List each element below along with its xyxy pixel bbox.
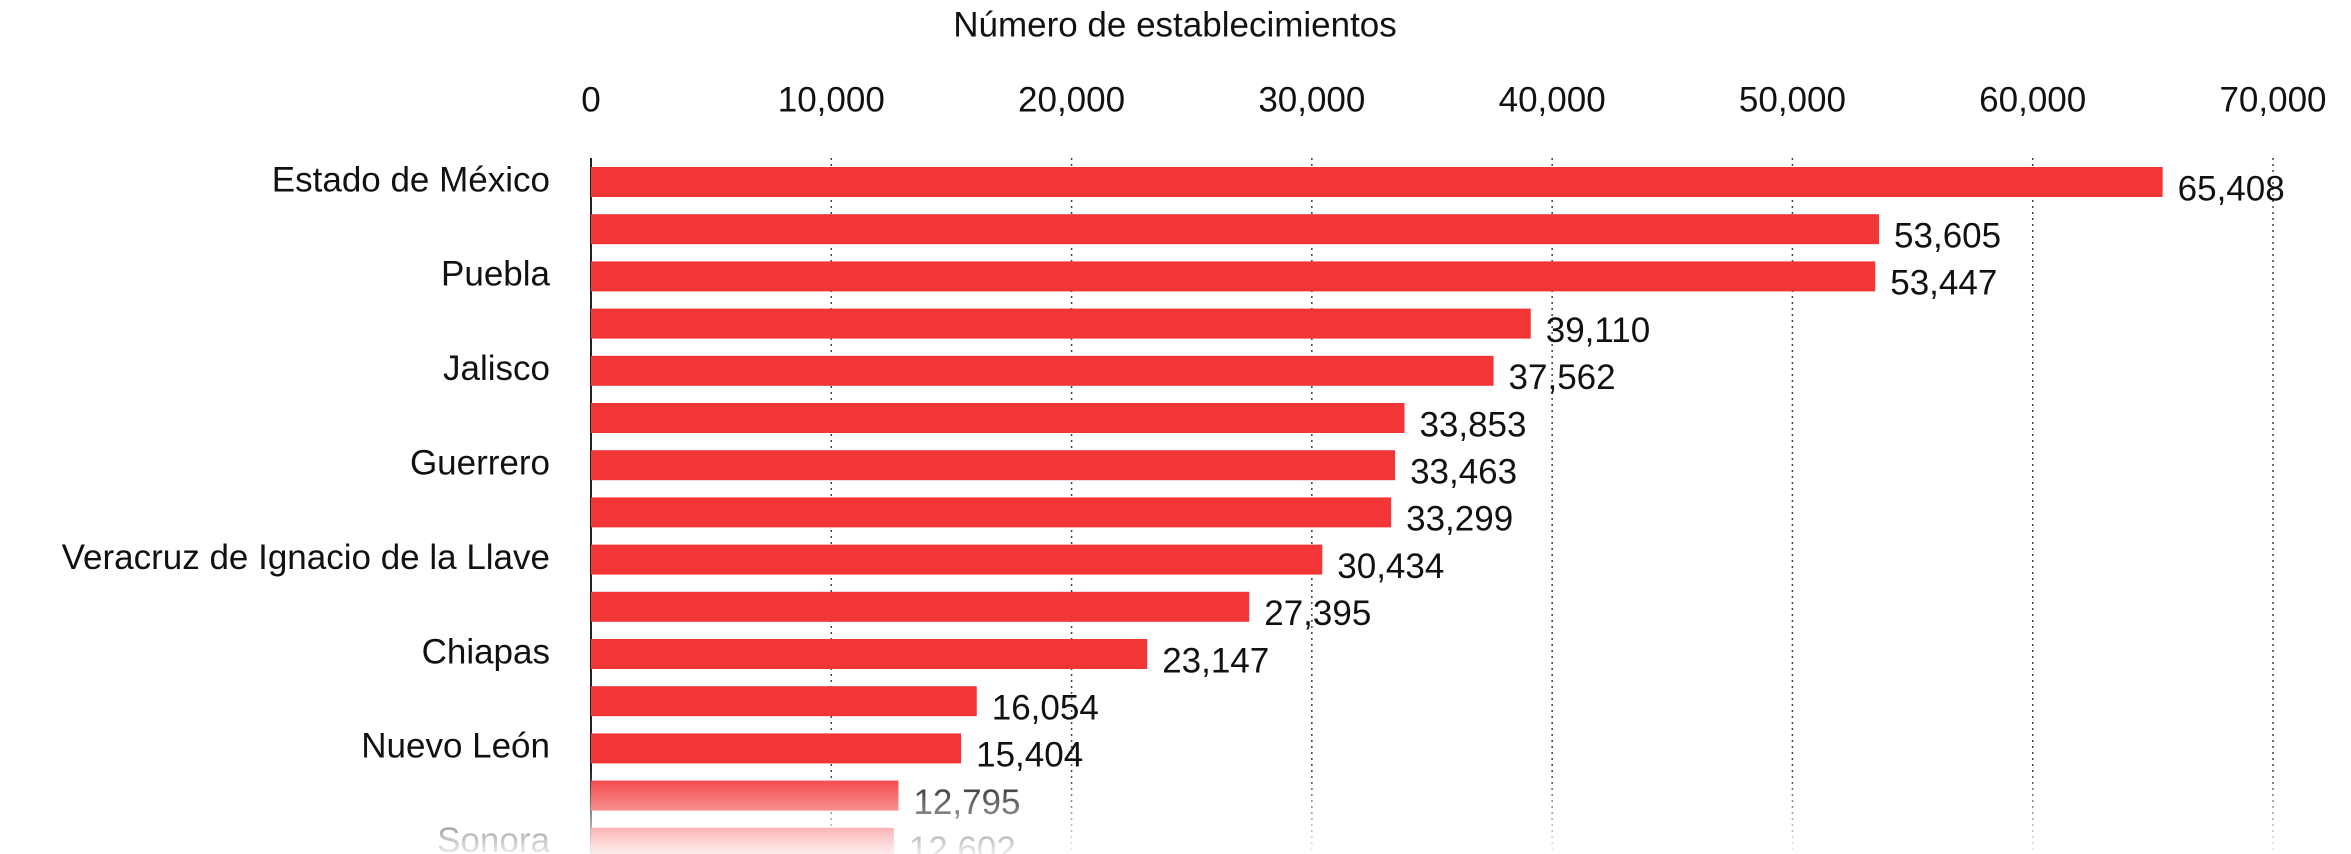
bar — [591, 591, 1250, 622]
y-tick-label: Veracruz de Ignacio de la Llave — [62, 538, 550, 577]
value-label: 15,404 — [976, 736, 1083, 775]
bar — [591, 403, 1405, 433]
bar — [591, 639, 1148, 669]
value-label: 33,463 — [1410, 452, 1517, 491]
value-label: 23,147 — [1162, 641, 1269, 680]
x-tick-label: 30,000 — [1258, 80, 1365, 119]
bar — [591, 733, 962, 764]
bar — [591, 214, 1880, 245]
bar — [591, 167, 2163, 197]
y-tick-label: Jalisco — [443, 349, 550, 388]
value-label: 33,853 — [1419, 405, 1526, 444]
x-tick-label: 40,000 — [1499, 80, 1606, 119]
bar — [591, 450, 1396, 481]
x-tick-label: 0 — [581, 80, 600, 119]
y-tick-label: Chiapas — [422, 632, 550, 671]
value-label: 39,110 — [1546, 311, 1650, 350]
bar — [591, 544, 1323, 575]
value-label: 33,299 — [1406, 500, 1513, 539]
bar — [591, 497, 1392, 528]
value-label: 53,605 — [1894, 216, 2001, 255]
x-tick-label: 60,000 — [1979, 80, 2086, 119]
value-label: 65,408 — [2178, 169, 2285, 208]
fade-overlay — [0, 770, 2351, 854]
value-label: 53,447 — [1890, 264, 1997, 303]
bar — [591, 261, 1876, 292]
value-label: 27,395 — [1264, 594, 1371, 633]
x-tick-label: 50,000 — [1739, 80, 1846, 119]
value-label: 16,054 — [992, 688, 1099, 727]
y-tick-label: Guerrero — [410, 443, 550, 482]
x-tick-label: 10,000 — [778, 80, 885, 119]
bar — [591, 308, 1531, 339]
y-tick-label: Estado de México — [272, 160, 550, 199]
bar — [591, 686, 977, 717]
y-tick-label: Puebla — [441, 255, 551, 294]
bar — [591, 355, 1494, 386]
value-label: 30,434 — [1337, 547, 1444, 586]
value-label: 37,562 — [1509, 358, 1616, 397]
y-tick-label: Nuevo León — [361, 727, 550, 766]
x-tick-label: 20,000 — [1018, 80, 1125, 119]
x-tick-label: 70,000 — [2219, 80, 2326, 119]
chart-title: Número de establecimientos — [953, 5, 1397, 44]
